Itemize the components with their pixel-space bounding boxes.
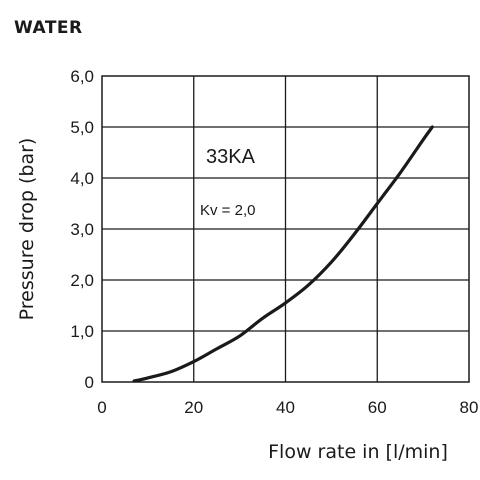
x-tick-label: 40 <box>276 398 295 417</box>
model-annotation: 33KA <box>206 146 256 168</box>
x-tick-label: 0 <box>97 398 106 417</box>
y-tick-label: 3,0 <box>70 220 94 239</box>
x-axis-label: Flow rate in [l/min] <box>268 441 448 463</box>
x-tick-label: 80 <box>460 398 479 417</box>
kv-annotation: Kv = 2,0 <box>200 202 255 219</box>
y-tick-label: 6,0 <box>70 67 94 86</box>
tick-labels: 0 20 40 60 80 0 1,0 2,0 3,0 4,0 5,0 6,0 <box>70 67 478 417</box>
y-tick-label: 0 <box>85 373 94 392</box>
grid <box>102 76 469 382</box>
y-tick-label: 5,0 <box>70 118 94 137</box>
x-tick-label: 20 <box>184 398 203 417</box>
chart-heading: WATER <box>14 18 83 38</box>
series-line <box>132 125 434 383</box>
y-tick-label: 1,0 <box>70 322 94 341</box>
y-tick-label: 2,0 <box>70 271 94 290</box>
y-tick-label: 4,0 <box>70 169 94 188</box>
plot-frame <box>101 75 470 383</box>
series-layer <box>132 125 434 383</box>
x-tick-label: 60 <box>368 398 387 417</box>
y-axis-label: Pressure drop (bar) <box>16 138 38 321</box>
